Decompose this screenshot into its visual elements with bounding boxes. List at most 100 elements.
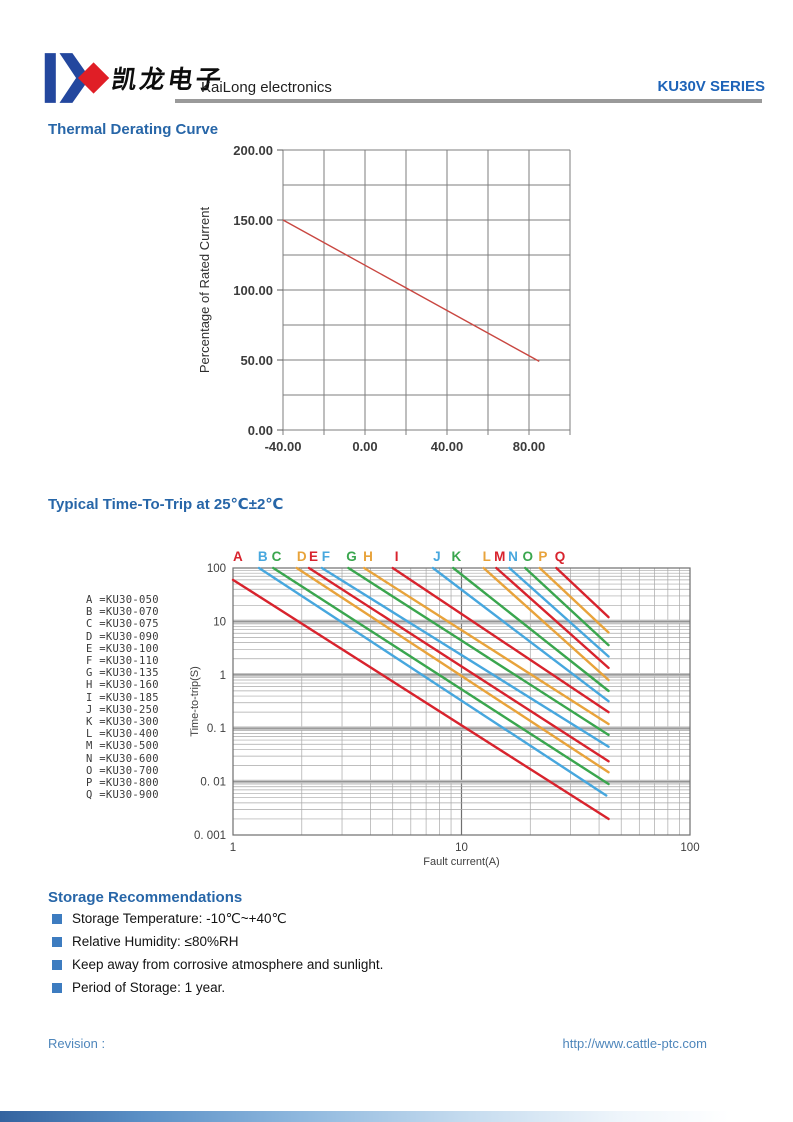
trip-section-title: Typical Time-To-Trip at 25℃±2℃ (48, 496, 284, 513)
trip-y-tick: 0. 01 (200, 777, 226, 789)
thermal-derating-chart: 0.00 50.00 100.00 150.00 200.00 -40.00 0.00 40.… (195, 140, 585, 465)
legend-row-I: I =KU30-185 (86, 691, 159, 704)
trip-curve-E (307, 566, 610, 763)
derating-x-tick: 0.00 (352, 439, 377, 454)
trip-curve-Q (555, 566, 610, 619)
legend-row-C: C =KU30-075 (86, 618, 159, 631)
curve-label-E: E (309, 549, 318, 564)
curve-label-J: J (433, 549, 441, 564)
trip-curve-I (391, 566, 610, 714)
legend-row-E: E =KU30-100 (86, 642, 159, 655)
bullet-square-icon (52, 913, 62, 924)
derating-y-axis-label: Percentage of Rated Current (197, 207, 212, 374)
trip-y-tick: 0. 1 (207, 723, 226, 735)
curve-label-M: M (494, 549, 505, 564)
legend-row-A: A =KU30-050 (86, 594, 159, 606)
trip-curve-L (482, 566, 610, 682)
curve-label-N: N (508, 549, 518, 564)
bullet-square-icon (52, 959, 62, 970)
curve-label-L: L (483, 549, 491, 564)
legend-row-O: O =KU30-700 (86, 764, 159, 777)
trip-curve-D (295, 566, 610, 774)
trip-curve-P (538, 566, 610, 634)
trip-curve-legend: A =KU30-050 B =KU30-070 C =KU30-075 D =KU30… (86, 594, 159, 801)
legend-row-P: P =KU30-800 (86, 777, 159, 790)
storage-item-text: Period of Storage: 1 year. (72, 980, 226, 995)
legend-row-G: G =KU30-135 (86, 667, 159, 680)
legend-row-M: M =KU30-500 (86, 740, 159, 753)
trip-curve-A (231, 578, 610, 821)
bottom-gradient-bar (0, 1111, 793, 1122)
trip-curve-C (272, 566, 610, 786)
trip-curve-G (347, 566, 610, 737)
trip-curve-N (508, 566, 610, 658)
derating-y-tick: 50.00 (240, 353, 273, 368)
curve-label-D: D (297, 549, 307, 564)
curve-label-P: P (538, 549, 547, 564)
curve-label-C: C (272, 549, 282, 564)
trip-curve-H (362, 566, 610, 726)
trip-curve-O (523, 566, 610, 647)
trip-plot: A B C D E F G H I J K L M N O P Q 100 10 1 0. 1 0. 01 0. 001 1 1… (189, 549, 700, 868)
trip-x-tick: 100 (680, 842, 699, 854)
derating-x-tick: -40.00 (265, 439, 302, 454)
trip-curve-K (452, 566, 610, 693)
legend-row-B: B =KU30-070 (86, 606, 159, 619)
trip-x-tick: 1 (230, 842, 236, 854)
curve-label-B: B (258, 549, 268, 564)
logo-bar-shape (44, 53, 56, 103)
legend-row-F: F =KU30-110 (86, 655, 159, 668)
storage-item: Relative Humidity: ≤80%RH (52, 930, 383, 953)
curve-label-H: H (363, 549, 373, 564)
trip-curve-F (320, 566, 610, 748)
derating-y-tick: 150.00 (233, 213, 273, 228)
trip-y-tick: 0. 001 (194, 830, 226, 842)
legend-row-Q: Q =KU30-900 (86, 789, 159, 802)
header-divider (175, 99, 762, 103)
website-url[interactable]: http://www.cattle-ptc.com (562, 1036, 708, 1051)
curve-label-K: K (452, 549, 462, 564)
storage-item-text: Keep away from corrosive atmosphere and … (72, 957, 384, 972)
company-logo-icon (44, 53, 110, 103)
derating-y-tick: 200.00 (233, 143, 273, 158)
trip-y-tick: 10 (213, 616, 226, 628)
legend-row-J: J =KU30-250 (86, 703, 159, 716)
trip-curve-B (257, 566, 608, 797)
legend-row-D: D =KU30-090 (86, 630, 159, 643)
derating-section-title: Thermal Derating Curve (48, 121, 219, 138)
curve-label-F: F (322, 549, 330, 564)
trip-y-tick: 100 (207, 563, 226, 575)
derating-curve (282, 219, 540, 363)
bullet-square-icon (52, 982, 62, 993)
curve-label-I: I (395, 549, 399, 564)
brand-name-english: KaiLong electronics (201, 79, 332, 96)
trip-x-tick: 10 (455, 842, 468, 854)
storage-recommendations-list: Storage Temperature: -10℃~+40℃ Relative H… (52, 907, 383, 999)
curve-label-G: G (346, 549, 357, 564)
storage-item-text: Relative Humidity: ≤80%RH (72, 934, 239, 949)
storage-item: Storage Temperature: -10℃~+40℃ (52, 907, 383, 930)
legend-row-L: L =KU30-400 (86, 728, 159, 741)
time-to-trip-chart: A B C D E F G H I J K L M N O P Q 100 10 1 0. 1 0. 01 0. 001 1 1… (189, 535, 750, 880)
curve-label-Q: Q (555, 549, 566, 564)
legend-row-K: K =KU30-300 (86, 716, 159, 729)
storage-section-title: Storage Recommendations (48, 889, 243, 906)
derating-x-tick: 80.00 (513, 439, 546, 454)
trip-curve-M (495, 566, 610, 670)
bullet-square-icon (52, 936, 62, 947)
storage-item: Period of Storage: 1 year. (52, 976, 383, 999)
series-title: KU30V SERIES (657, 78, 765, 95)
curve-label-O: O (523, 549, 534, 564)
trip-y-tick: 1 (220, 670, 226, 682)
revision-label: Revision : (48, 1036, 106, 1051)
trip-curve-J (431, 566, 610, 703)
curve-label-A: A (233, 549, 243, 564)
storage-item: Keep away from corrosive atmosphere and … (52, 953, 383, 976)
legend-row-N: N =KU30-600 (86, 752, 159, 765)
derating-y-tick: 100.00 (233, 283, 273, 298)
storage-item-text: Storage Temperature: -10℃~+40℃ (72, 910, 287, 926)
derating-x-tick: 40.00 (431, 439, 464, 454)
trip-x-axis-label: Fault current(A) (423, 856, 499, 868)
